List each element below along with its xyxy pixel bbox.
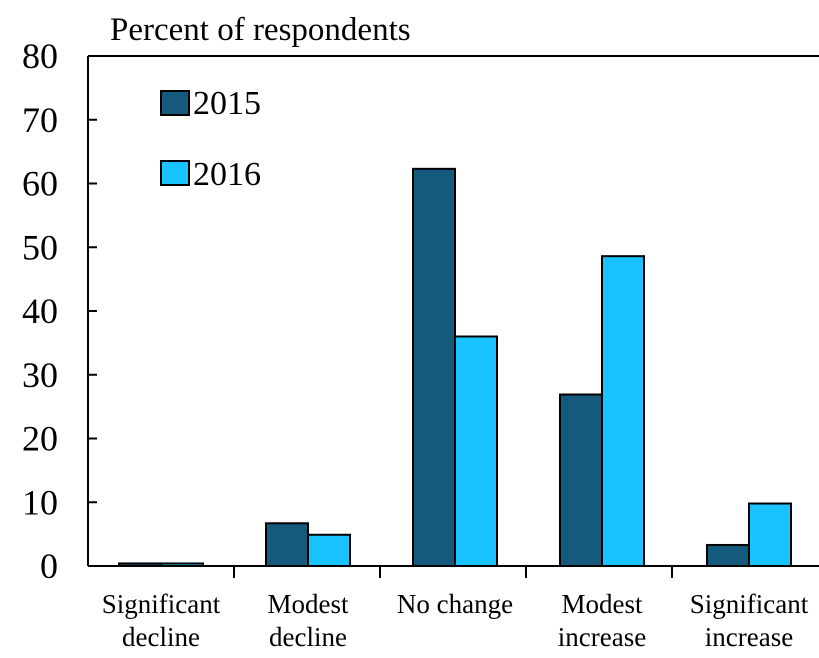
x-category-label: Significant bbox=[102, 589, 221, 619]
y-tick-label: 30 bbox=[22, 355, 58, 395]
x-category-label: decline bbox=[269, 622, 347, 652]
x-category-label: decline bbox=[122, 622, 200, 652]
legend-swatch-2015 bbox=[160, 90, 190, 116]
y-tick-label: 60 bbox=[22, 164, 58, 204]
x-category-label: increase bbox=[705, 622, 793, 652]
y-tick-label: 0 bbox=[40, 546, 58, 586]
x-category-label: Modest bbox=[562, 589, 643, 619]
bar-2016-4 bbox=[748, 502, 792, 567]
legend-swatch-2016 bbox=[160, 160, 190, 186]
y-tick-label: 80 bbox=[22, 36, 58, 76]
legend: 2015 2016 bbox=[160, 85, 261, 193]
bar-2015-0 bbox=[118, 562, 162, 568]
bar-2015-3 bbox=[559, 393, 603, 568]
y-tick-label: 40 bbox=[22, 291, 58, 331]
y-tick-label: 50 bbox=[22, 227, 58, 267]
bar-2016-1 bbox=[307, 533, 351, 568]
bars bbox=[118, 167, 792, 568]
y-tick-label: 10 bbox=[22, 482, 58, 522]
bar-2015-4 bbox=[706, 543, 750, 568]
y-tick-label: 70 bbox=[22, 100, 58, 140]
bar-2016-0 bbox=[160, 562, 204, 568]
x-category-label: No change bbox=[397, 589, 513, 619]
legend-label-2016: 2016 bbox=[193, 156, 261, 193]
bar-2016-2 bbox=[454, 335, 498, 567]
x-category-label: Significant bbox=[690, 589, 809, 619]
chart-title: Percent of respondents bbox=[110, 12, 411, 48]
legend-label-2015: 2015 bbox=[193, 85, 261, 122]
bar-2015-1 bbox=[265, 522, 309, 567]
bar-2016-3 bbox=[601, 255, 645, 567]
x-category-label: increase bbox=[558, 622, 646, 652]
bar-2015-2 bbox=[412, 167, 456, 567]
y-axis-ticks: 0 10 20 30 40 50 60 70 80 bbox=[22, 36, 97, 586]
y-tick-label: 20 bbox=[22, 419, 58, 459]
x-category-label: Modest bbox=[268, 589, 349, 619]
